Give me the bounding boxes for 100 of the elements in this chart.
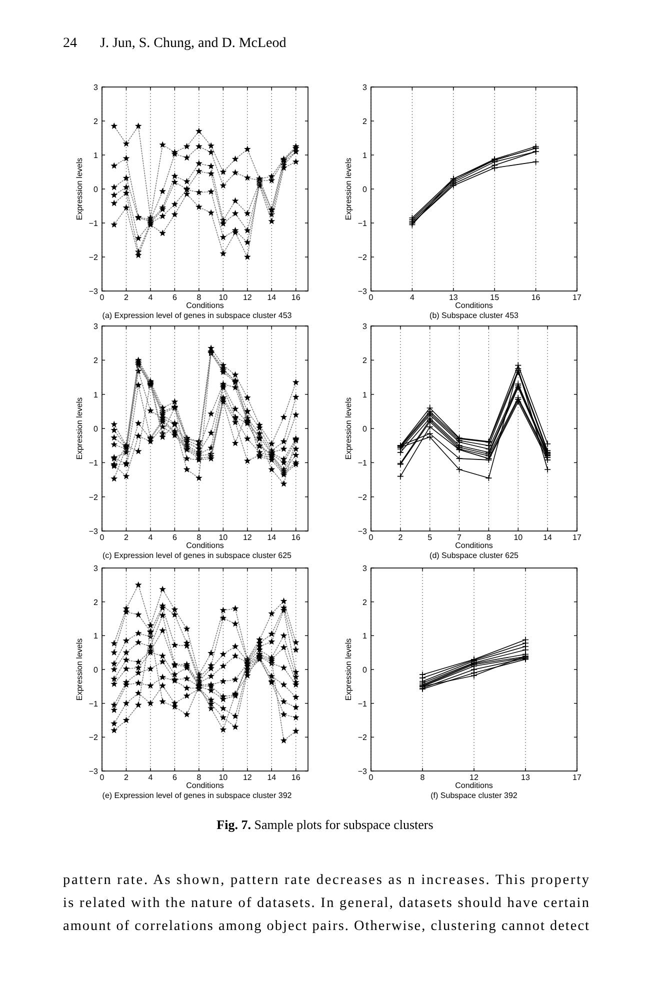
x-tick-label: 8 [196, 533, 202, 542]
text: is related with the nature of datasets. In general, datasets should have certain [63, 895, 589, 911]
y-tick-label: −3 [88, 527, 99, 536]
x-tick-label: 4 [148, 533, 154, 542]
x-tick-label: 16 [291, 533, 301, 542]
x-tick-label: 16 [291, 293, 301, 302]
y-tick-label: 1 [362, 390, 368, 400]
x-tick-label: 17 [572, 773, 582, 782]
text: (c) Expression level of genes in subspace cluster 625 [102, 551, 292, 560]
y-tick-label: 1 [362, 632, 368, 641]
text: (d) Subspace cluster 625 [430, 551, 520, 560]
y-tick-label: 0 [362, 185, 368, 194]
x-axis-title: Conditions [455, 781, 493, 790]
x-tick-label: 0 [368, 773, 374, 782]
y-tick-label: −3 [88, 767, 99, 776]
x-tick-label: 17 [572, 293, 582, 302]
y-tick-label: −1 [88, 219, 99, 228]
y-tick-label: 3 [362, 83, 368, 92]
y-tick-label: 0 [362, 424, 368, 434]
x-tick-label: 2 [124, 773, 130, 782]
y-tick-label: 2 [362, 598, 368, 607]
y-tick-label: −1 [358, 458, 368, 468]
x-axis-title: Conditions [186, 781, 224, 790]
x-tick-label: 6 [172, 533, 178, 542]
x-axis-title: Conditions [455, 541, 493, 550]
x-tick-label: 10 [218, 773, 228, 782]
y-tick-label: 2 [362, 356, 368, 366]
x-tick-label: 12 [242, 773, 252, 782]
x-tick-label: 4 [148, 773, 154, 782]
x-tick-label: 2 [124, 533, 130, 542]
text: amount of correlations among object pairs. Otherwise, clustering cannot detect [63, 918, 590, 934]
y-tick-label: 3 [362, 322, 368, 331]
x-tick-label: 8 [196, 773, 202, 782]
y-tick-label: 3 [94, 564, 99, 573]
y-tick-label: −2 [88, 492, 99, 502]
x-tick-label: 16 [531, 293, 541, 302]
y-tick-label: −2 [358, 492, 368, 502]
text: (a) Expression level of genes in subspace cluster 453 [102, 311, 292, 320]
text: (f) Subspace cluster 392 [430, 791, 518, 800]
x-tick-label: 0 [368, 293, 374, 302]
y-tick-label: 1 [94, 632, 99, 641]
x-tick-label: 14 [267, 533, 277, 542]
y-tick-label: 1 [362, 151, 368, 160]
y-axis-title: Expression levels [344, 397, 353, 460]
y-tick-label: 0 [94, 666, 99, 674]
x-tick-label: 12 [470, 773, 479, 782]
x-tick-label: 14 [267, 293, 277, 302]
y-tick-label: −3 [358, 287, 368, 296]
x-tick-label: 12 [242, 293, 252, 302]
y-axis-title: Expression levels [75, 397, 84, 460]
x-axis-title: Conditions [186, 541, 224, 550]
y-tick-label: 0 [362, 666, 368, 674]
x-tick-label: 13 [448, 293, 458, 302]
x-tick-label: 8 [486, 533, 492, 542]
x-tick-label: 0 [100, 293, 105, 302]
x-tick-label: 8 [196, 293, 202, 302]
x-tick-label: 10 [218, 533, 228, 542]
y-tick-label: 0 [94, 424, 99, 434]
y-tick-label: −3 [358, 527, 368, 536]
x-tick-label: 0 [368, 533, 374, 542]
text: (e) Expression level of genes in subspace cluster 392 [102, 791, 292, 800]
x-tick-label: 5 [428, 533, 433, 542]
y-tick-label: −1 [88, 458, 99, 468]
x-tick-label: 6 [172, 773, 178, 782]
y-tick-label: 3 [362, 564, 368, 573]
x-tick-label: 6 [172, 293, 178, 302]
y-axis-title: Expression levels [75, 158, 84, 220]
y-tick-label: 1 [94, 390, 99, 400]
y-tick-label: 3 [94, 83, 99, 92]
x-tick-label: 4 [148, 293, 154, 302]
y-tick-label: −1 [88, 699, 99, 708]
x-tick-label: 0 [100, 773, 105, 782]
y-tick-label: 2 [94, 598, 99, 607]
y-tick-label: −2 [88, 733, 99, 742]
x-tick-label: 7 [457, 533, 462, 542]
x-tick-label: 0 [100, 533, 105, 542]
y-tick-label: −1 [358, 699, 368, 708]
x-axis-title: Conditions [455, 301, 493, 310]
y-tick-label: −2 [358, 253, 368, 262]
x-tick-label: 2 [398, 533, 404, 542]
y-tick-label: 0 [94, 185, 99, 194]
x-tick-label: 15 [490, 293, 500, 302]
y-tick-label: −3 [358, 767, 368, 776]
y-tick-label: −1 [358, 219, 368, 228]
x-axis-title: Conditions [186, 301, 224, 310]
x-tick-label: 8 [420, 773, 426, 782]
y-tick-label: 2 [362, 117, 368, 126]
x-tick-label: 14 [543, 533, 553, 542]
x-tick-label: 16 [291, 773, 301, 782]
y-tick-label: −2 [358, 733, 368, 742]
y-axis-title: Expression levels [344, 638, 353, 701]
x-tick-label: 12 [242, 533, 252, 542]
text: (b) Subspace cluster 453 [430, 311, 520, 320]
y-tick-label: 2 [94, 356, 99, 366]
y-tick-label: −3 [88, 287, 99, 296]
caption: Fig. 7. Sample plots for subspace clusters [216, 817, 434, 832]
y-tick-label: 2 [94, 117, 99, 126]
text: pattern rate. As shown, pattern rate decreases as n increases. This property [63, 872, 590, 888]
x-tick-label: 2 [124, 293, 130, 302]
x-tick-label: 4 [410, 293, 415, 302]
